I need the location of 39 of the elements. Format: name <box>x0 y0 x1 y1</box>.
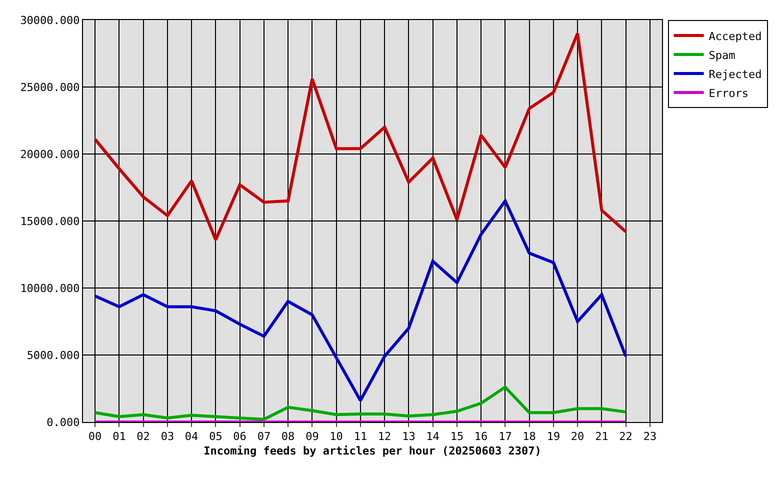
y-tick-label: 30000.000 <box>20 14 80 27</box>
x-tick-label: 11 <box>354 430 368 444</box>
x-tick-label: 13 <box>402 430 416 444</box>
y-tick-label: 5000.000 <box>26 348 80 362</box>
x-tick-label: 23 <box>643 430 657 444</box>
x-tick-label: 16 <box>474 430 488 444</box>
x-tick-label: 14 <box>426 430 440 444</box>
x-tick-label: 10 <box>330 430 343 444</box>
x-axis-title: Incoming feeds by articles per hour (20250603 2307) <box>204 444 542 458</box>
legend-label: Accepted <box>708 30 762 43</box>
x-tick-label: 09 <box>306 430 319 444</box>
y-tick-label: 20000.000 <box>20 148 80 161</box>
x-tick-label: 03 <box>160 430 174 444</box>
y-tick-label: 15000.000 <box>20 214 80 228</box>
legend-label: Spam <box>708 48 736 62</box>
x-tick-label: 07 <box>257 430 271 444</box>
x-tick-label: 17 <box>498 430 512 444</box>
x-tick-label: 22 <box>619 430 632 444</box>
x-tick-label: 04 <box>184 430 199 444</box>
x-tick-label: 02 <box>136 430 150 444</box>
x-tick-label: 20 <box>570 430 584 444</box>
x-tick-label: 01 <box>112 430 126 444</box>
legend-label: Rejected <box>708 68 762 81</box>
x-tick-label: 00 <box>88 430 102 444</box>
x-tick-label: 15 <box>450 430 464 444</box>
legend-label: Errors <box>708 86 749 100</box>
line-series <box>94 199 628 402</box>
y-tick-label: 0.000 <box>46 416 80 429</box>
y-tick-label: 25000.000 <box>20 80 80 94</box>
x-tick-label: 06 <box>233 430 246 444</box>
x-tick-label: 21 <box>595 430 608 444</box>
x-tick-label: 08 <box>281 430 295 444</box>
x-tick-label: 12 <box>378 430 392 444</box>
line-series <box>94 32 628 242</box>
x-tick-label: 19 <box>546 430 560 444</box>
line-series <box>94 386 628 421</box>
x-tick-label: 05 <box>209 430 222 444</box>
y-tick-label: 10000.000 <box>20 282 80 295</box>
x-tick-label: 18 <box>522 430 536 444</box>
